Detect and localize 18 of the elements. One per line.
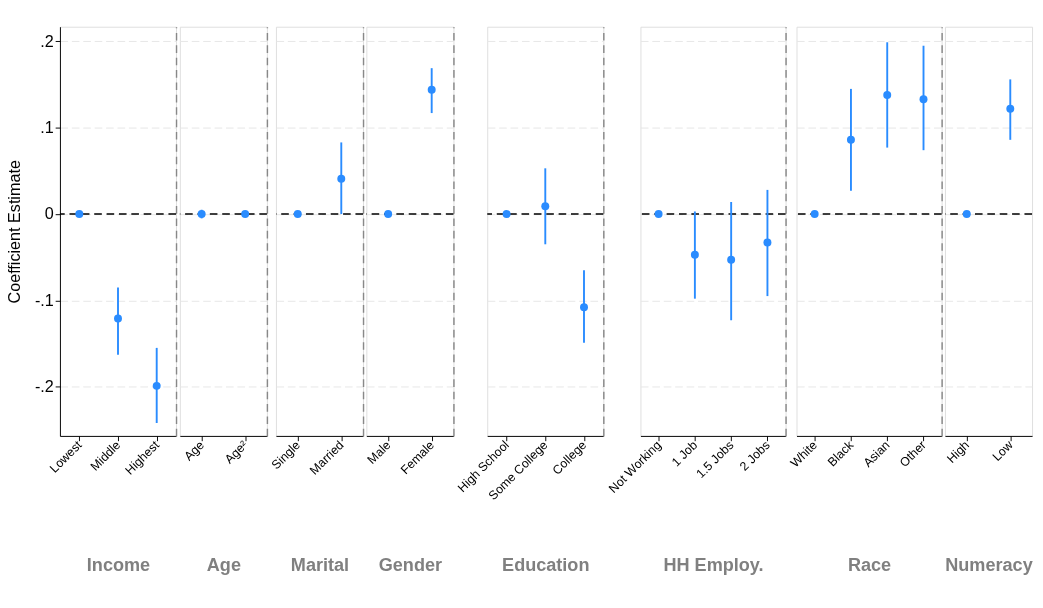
x-axis-title: Race <box>847 554 892 575</box>
x-tick-label: 1 Job <box>668 437 701 470</box>
y-tick-label: -.1 <box>34 290 54 309</box>
x-axis-title: Age <box>206 554 241 575</box>
x-axis-title: Gender <box>378 554 443 575</box>
y-tick-label: .1 <box>40 117 54 136</box>
x-axis-title: Marital <box>290 554 350 575</box>
y-tick-label: -.2 <box>34 376 54 395</box>
x-tick-label: Age <box>181 437 207 464</box>
y-tick-label: .2 <box>40 31 54 50</box>
x-axis-title: Income <box>86 554 151 575</box>
y-axis-title: Coefficient Estimate <box>4 160 23 304</box>
x-axis-title: HH Employ. <box>663 554 764 575</box>
x-axis-title: Education <box>502 554 590 575</box>
x-tick-label: High <box>944 437 973 466</box>
y-tick-label: 0 <box>44 204 54 223</box>
x-axis-title: Numeracy <box>945 554 1033 575</box>
x-tick-label: Low <box>989 437 1016 464</box>
